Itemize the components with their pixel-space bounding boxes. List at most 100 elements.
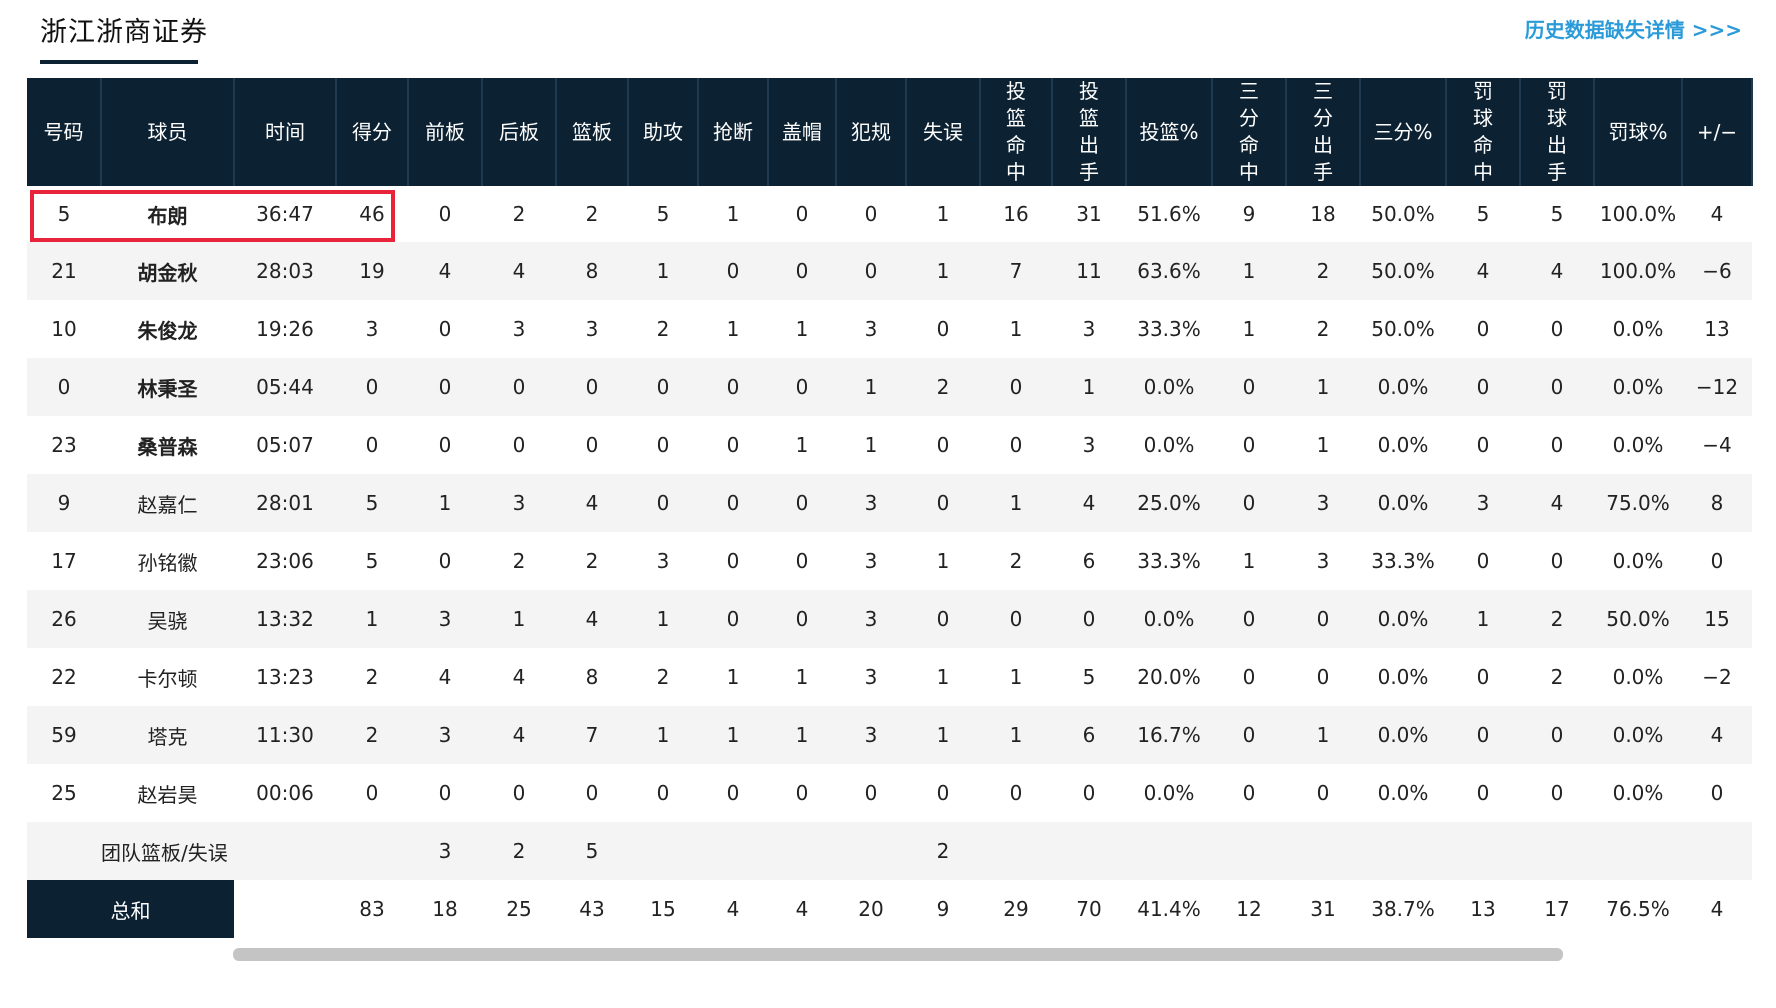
cell-fgp: 41.4% [1126,880,1212,938]
scrollbar-thumb[interactable] [233,948,1563,961]
cell-fta: 0 [1550,317,1564,341]
cell-pf [836,822,906,880]
col-header[interactable]: 前板 [408,78,483,186]
col-header[interactable]: 后板 [482,78,557,186]
cell-pf: 0 [864,202,878,226]
table-row: 5 布朗 36:47 46 0 2 2 5 1 0 0 1 16 31 51.6% 9 18 50.0% 5 5 100… [27,186,1752,242]
col-header[interactable]: 三分% [1360,78,1447,186]
cell-tpm: 0 [1212,706,1286,764]
player-name-link[interactable]: 胡金秋 [101,242,234,300]
totals-row: 总和 83 18 25 43 15 4 4 20 9 29 70 41.4% 12 31 38.7% 13 17 7… [27,880,1752,938]
cell-reb: 7 [556,706,628,764]
cell-tpa: 31 [1286,880,1360,938]
cell-ast: 3 [656,549,670,573]
cell-dreb: 2 [512,549,526,573]
cell-blk: 0 [795,549,809,573]
cell-pf: 3 [836,474,906,532]
table-header-row: 号码 球员 时间 得分 前板 后板 篮板 助攻 抢断 盖帽 犯规 失误 投篮命中… [27,78,1753,186]
player-name-link[interactable]: 林秉圣 [101,358,234,416]
cell-tpp: 0.0% [1360,706,1446,764]
cell-tpa: 0 [1316,781,1330,805]
history-data-link[interactable]: 历史数据缺失详情 >>> [1524,18,1742,42]
player-name-link[interactable]: 孙铭徽 [137,550,198,575]
cell-tpp: 33.3% [1371,549,1435,573]
col-header[interactable]: +/− [1682,78,1753,186]
col-header[interactable]: 罚球出手 [1520,78,1595,186]
col-header[interactable]: 投篮出手 [1052,78,1127,186]
col-header[interactable]: 抢断 [698,78,769,186]
cell-oreb: 0 [408,358,482,416]
team-tab-zhejiang[interactable]: 浙江浙商证券 [40,10,208,64]
cell-to: 1 [906,706,980,764]
cell-dreb: 0 [512,433,526,457]
cell-fgm: 1 [980,706,1052,764]
cell-pts: 0 [365,781,379,805]
col-header[interactable]: 号码 [27,78,102,186]
table-row: 17 孙铭徽 23:06 5 0 2 2 3 0 0 3 1 2 6 33.3% 1 3 33.3% 0 0 0.0% 0 [27,532,1752,590]
cell-fga: 5 [1082,665,1096,689]
col-header[interactable]: 投篮% [1126,78,1213,186]
cell-dreb: 4 [512,665,526,689]
cell-dreb: 1 [482,590,556,648]
cell-num: 25 [51,781,77,805]
cell-ast [628,822,698,880]
cell-reb: 0 [585,781,599,805]
player-name-link[interactable]: 赵嘉仁 [101,474,234,532]
cell-fgp [1126,822,1212,880]
cell-stl: 0 [698,474,768,532]
col-header[interactable]: 篮板 [556,78,629,186]
player-name-link[interactable]: 塔克 [101,706,234,764]
col-header[interactable]: 得分 [336,78,409,186]
col-header[interactable]: 三分命中 [1212,78,1287,186]
col-header[interactable]: 盖帽 [768,78,837,186]
col-header[interactable]: 罚球% [1594,78,1683,186]
cell-tpm: 1 [1242,549,1256,573]
cell-to: 0 [936,781,950,805]
cell-ast: 1 [628,242,698,300]
cell-pts [336,822,408,880]
player-name-link[interactable]: 吴骁 [101,590,234,648]
player-name-link[interactable]: 赵岩昊 [137,782,198,807]
cell-fga: 0 [1052,590,1126,648]
cell-reb: 4 [556,474,628,532]
cell-stl: 0 [698,242,768,300]
cell-fgp: 63.6% [1126,242,1212,300]
cell-tpm: 12 [1212,880,1286,938]
cell-tpa: 1 [1316,433,1330,457]
cell-blk: 0 [795,781,809,805]
cell-tpp: 0.0% [1360,590,1446,648]
cell-tpm: 1 [1212,242,1286,300]
col-header[interactable]: 助攻 [628,78,699,186]
player-name-link[interactable]: 卡尔顿 [137,666,198,691]
cell-to: 9 [906,880,980,938]
horizontal-scrollbar[interactable] [233,948,1752,961]
col-header[interactable]: 罚球命中 [1446,78,1521,186]
cell-to: 0 [936,433,950,457]
cell-reb: 0 [585,433,599,457]
cell-num: 9 [27,474,101,532]
cell-tpp: 0.0% [1360,358,1446,416]
cell-fgm: 29 [980,880,1052,938]
col-header[interactable]: 时间 [234,78,337,186]
cell-ftp: 75.0% [1594,474,1682,532]
cell-pts: 3 [365,317,379,341]
cell-time: 13:32 [234,590,336,648]
cell-fgp: 25.0% [1126,474,1212,532]
player-name-link[interactable]: 桑普森 [137,434,198,459]
cell-fgm: 1 [980,474,1052,532]
cell-stl: 1 [726,202,740,226]
col-header[interactable]: 犯规 [836,78,907,186]
cell-ftm: 5 [1476,202,1490,226]
col-header[interactable]: 三分出手 [1286,78,1361,186]
player-name-link[interactable]: 朱俊龙 [137,318,198,343]
cell-reb: 2 [585,202,599,226]
col-header[interactable]: 失误 [906,78,981,186]
cell-stl: 4 [698,880,768,938]
col-header[interactable]: 投篮命中 [980,78,1053,186]
cell-stl: 0 [698,358,768,416]
cell-tpa [1286,822,1360,880]
player-name-link[interactable]: 布朗 [147,203,188,228]
cell-fta: 2 [1520,590,1594,648]
col-header[interactable]: 球员 [101,78,235,186]
cell-to: 2 [906,358,980,416]
